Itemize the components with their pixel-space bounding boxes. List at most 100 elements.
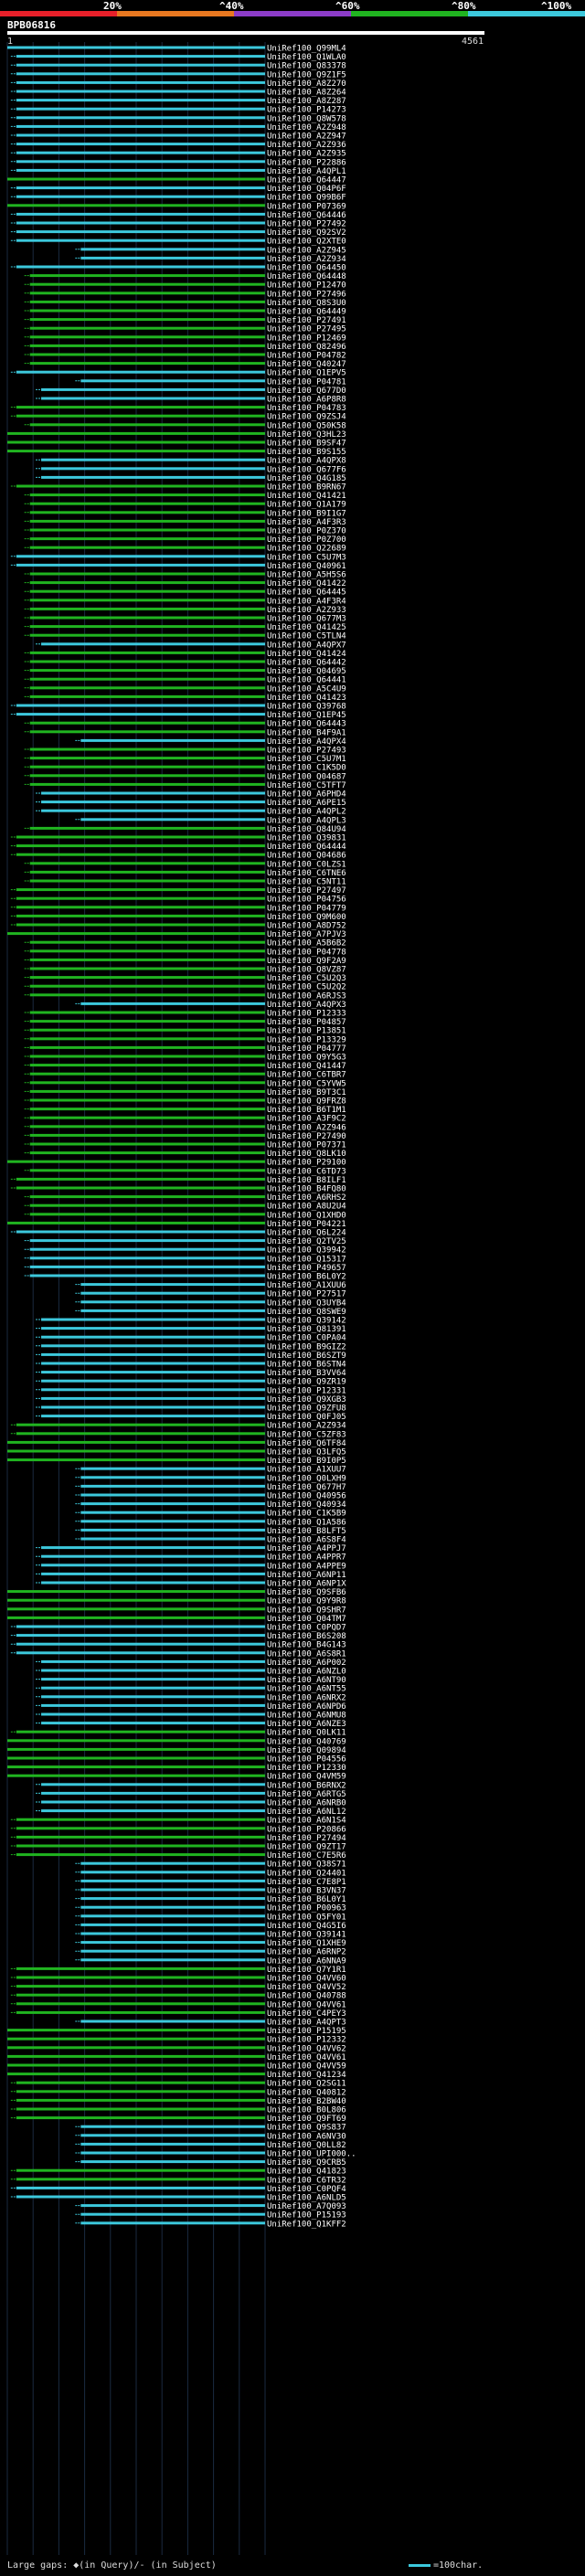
hit-bar[interactable] [29, 757, 266, 760]
hit-label[interactable]: UniRef100_C0LZS1 [267, 860, 346, 869]
hit-bar[interactable] [7, 46, 265, 49]
hit-label[interactable]: UniRef100_B9RN67 [267, 483, 346, 493]
hit-label[interactable]: UniRef100_Q1KFF2 [267, 2220, 346, 2229]
hit-bar[interactable] [29, 774, 266, 778]
hit-label[interactable]: UniRef100_Q4VV62 [267, 2044, 346, 2053]
hit-label[interactable]: UniRef100_A7Q093 [267, 2202, 346, 2211]
hit-label[interactable]: UniRef100_C0PA04 [267, 1334, 346, 1343]
hit-bar[interactable] [16, 370, 266, 374]
hit-bar[interactable] [29, 721, 266, 725]
hit-bar[interactable] [16, 133, 266, 137]
hit-bar[interactable] [29, 940, 266, 944]
hit-label[interactable]: UniRef100_A6NL12 [267, 1807, 346, 1817]
hit-bar[interactable] [7, 1739, 265, 1743]
hit-label[interactable]: UniRef100_B4F9A1 [267, 728, 346, 737]
hit-bar[interactable] [80, 1309, 266, 1312]
hit-label[interactable]: UniRef100_P04221 [267, 1220, 346, 1229]
hit-label[interactable]: UniRef100_A6NNA9 [267, 1956, 346, 1966]
hit-bar[interactable] [29, 581, 266, 585]
hit-bar[interactable] [29, 782, 266, 786]
hit-bar[interactable] [16, 1844, 266, 1848]
hit-label[interactable]: UniRef100_C5U2Q2 [267, 983, 346, 992]
hit-bar[interactable] [29, 292, 266, 295]
hit-label[interactable]: UniRef100_B8LFT5 [267, 1527, 346, 1536]
hit-label[interactable]: UniRef100_B6S208 [267, 1632, 346, 1641]
hit-bar[interactable] [29, 282, 266, 286]
hit-bar[interactable] [29, 1151, 266, 1155]
hit-label[interactable]: UniRef100_Q83378 [267, 62, 346, 71]
hit-bar[interactable] [16, 1730, 266, 1733]
hit-bar[interactable] [16, 55, 266, 58]
hit-bar[interactable] [29, 826, 266, 830]
hit-bar[interactable] [16, 563, 266, 567]
hit-bar[interactable] [29, 1037, 266, 1041]
hit-bar[interactable] [16, 2107, 266, 2111]
hit-bar[interactable] [7, 2072, 265, 2076]
hit-bar[interactable] [16, 124, 266, 128]
hit-bar[interactable] [29, 528, 266, 532]
hit-bar[interactable] [16, 704, 266, 707]
hit-label[interactable]: UniRef100_A6NZE3 [267, 1720, 346, 1729]
hit-label[interactable]: UniRef100_Q4VV59 [267, 2062, 346, 2072]
hit-bar[interactable] [29, 589, 266, 593]
hit-bar[interactable] [80, 1520, 266, 1523]
hit-label[interactable]: UniRef100_B9T3C1 [267, 1088, 346, 1097]
hit-bar[interactable] [41, 1722, 265, 1725]
hit-bar[interactable] [80, 1528, 266, 1532]
hit-label[interactable]: UniRef100_A6NRX2 [267, 1693, 346, 1702]
hit-bar[interactable] [16, 72, 266, 76]
hit-label[interactable]: UniRef100_Q24401 [267, 1869, 346, 1878]
hit-label[interactable]: UniRef100_A6PE15 [267, 799, 346, 808]
hit-bar[interactable] [41, 1572, 265, 1575]
hit-label[interactable]: UniRef100_B9I1G7 [267, 509, 346, 518]
hit-bar[interactable] [29, 677, 266, 681]
hit-label[interactable]: UniRef100_Q40812 [267, 2088, 346, 2097]
hit-bar[interactable] [29, 1045, 266, 1049]
hit-label[interactable]: UniRef100_P12331 [267, 1386, 346, 1395]
hit-bar[interactable] [16, 2081, 266, 2084]
hit-label[interactable]: UniRef100_P12470 [267, 281, 346, 291]
hit-bar[interactable] [16, 239, 266, 242]
hit-label[interactable]: UniRef100_B9GIZ2 [267, 1342, 346, 1352]
hit-bar[interactable] [16, 555, 266, 558]
hit-bar[interactable] [16, 1432, 266, 1436]
hit-label[interactable]: UniRef100_Q50K58 [267, 421, 346, 430]
hit-label[interactable]: UniRef100_Q9S837 [267, 2124, 346, 2133]
hit-bar[interactable] [29, 879, 266, 883]
hit-label[interactable]: UniRef100_A6NLD5 [267, 2194, 346, 2203]
hit-bar[interactable] [16, 143, 266, 146]
hit-label[interactable]: UniRef100_C6TBR7 [267, 1071, 346, 1080]
hit-bar[interactable] [29, 967, 266, 970]
hit-label[interactable]: UniRef100_P0Z700 [267, 535, 346, 545]
hit-label[interactable]: UniRef100_Q3LFQ5 [267, 1448, 346, 1458]
hit-label[interactable]: UniRef100_Q6L224 [267, 1229, 346, 1238]
hit-bar[interactable] [16, 484, 266, 488]
hit-bar[interactable] [16, 2168, 266, 2172]
hit-label[interactable]: UniRef100_Q1A179 [267, 501, 346, 510]
hit-bar[interactable] [7, 2037, 265, 2041]
hit-bar[interactable] [29, 1213, 266, 1216]
hit-bar[interactable] [80, 379, 266, 383]
hit-bar[interactable] [29, 344, 266, 347]
hit-label[interactable]: UniRef100_Q22689 [267, 545, 346, 554]
hit-label[interactable]: UniRef100_P27491 [267, 316, 346, 325]
hit-bar[interactable] [29, 1089, 266, 1093]
hit-label[interactable]: UniRef100_P12469 [267, 334, 346, 343]
hit-bar[interactable] [29, 1142, 266, 1146]
hit-label[interactable]: UniRef100_P13329 [267, 1035, 346, 1044]
hit-label[interactable]: UniRef100_P12330 [267, 1764, 346, 1773]
hit-bar[interactable] [29, 511, 266, 514]
hit-bar[interactable] [29, 493, 266, 497]
hit-label[interactable]: UniRef100_A6NP1X [267, 1580, 346, 1589]
hit-label[interactable]: UniRef100_A4QPX8 [267, 457, 346, 466]
hit-bar[interactable] [29, 669, 266, 673]
hit-label[interactable]: UniRef100_A4QPT3 [267, 2019, 346, 2028]
hit-bar[interactable] [16, 80, 266, 84]
hit-label[interactable]: UniRef100_C4PEY3 [267, 2009, 346, 2019]
hit-label[interactable]: UniRef100_P04782 [267, 352, 346, 361]
hit-bar[interactable] [16, 265, 266, 269]
hit-bar[interactable] [80, 2125, 266, 2128]
hit-label[interactable]: UniRef100_Q8VZ87 [267, 966, 346, 975]
hit-bar[interactable] [41, 1327, 265, 1330]
hit-label[interactable]: UniRef100_Q39831 [267, 834, 346, 843]
